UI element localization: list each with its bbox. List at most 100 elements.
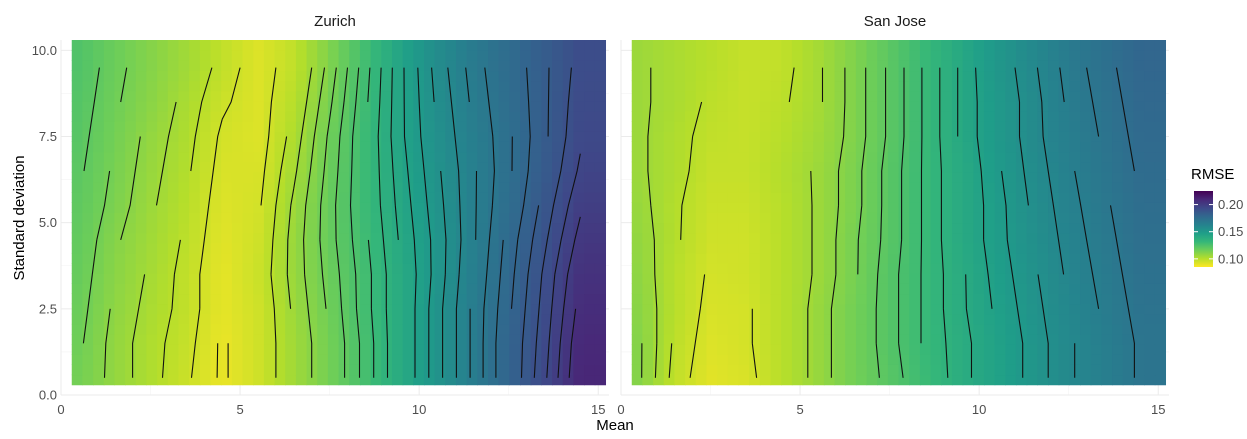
heatmap-tile [498,232,510,244]
heatmap-tile [509,80,521,92]
heatmap-tile [594,60,607,72]
heatmap-tile [135,100,148,112]
heatmap-tile [285,273,297,284]
heatmap-tile [653,131,665,142]
heatmap-tile [877,80,889,92]
heatmap-tile [349,212,361,224]
heatmap-tile [1090,242,1102,254]
heatmap-tile [381,283,393,295]
heatmap-tile [855,303,868,315]
heatmap-tile [381,90,393,102]
heatmap-tile [983,90,996,102]
heatmap-tile [359,60,372,72]
heatmap-tile [285,192,297,203]
heatmap-tile [381,171,393,183]
heatmap-tile [584,50,596,61]
heatmap-tile [994,273,1006,284]
heatmap-tile [663,121,676,132]
heatmap-tile [802,263,814,274]
heatmap-tile [909,80,921,92]
heatmap-tile [82,273,94,284]
heatmap-tile [930,263,942,274]
heatmap-tile [189,313,201,325]
heatmap-tile [477,161,489,173]
heatmap-tile [1026,100,1038,112]
heatmap-tile [674,212,686,224]
heatmap-tile [855,121,868,132]
heatmap-tile [759,50,772,61]
heatmap-tile [210,212,222,224]
heatmap-tile [125,161,137,173]
heatmap-tile [135,80,148,92]
heatmap-tile [994,293,1006,305]
contour-line [367,67,375,378]
heatmap-tile [951,313,964,325]
heatmap-tile [663,212,676,224]
heatmap-tile [114,212,126,224]
heatmap-tile [253,90,265,102]
heatmap-tile [93,40,105,51]
heatmap-tile [93,252,105,264]
heatmap-tile [359,151,372,163]
heatmap-tile [919,242,932,254]
heatmap-tile [930,232,942,244]
heatmap-tile [114,293,126,305]
heatmap-tile [1048,131,1060,142]
heatmap-tile [951,333,964,345]
heatmap-tile [781,212,793,224]
heatmap-tile [349,141,361,153]
heatmap-tile [1122,232,1134,244]
heatmap-tile [434,222,446,234]
heatmap-tile [306,323,318,335]
heatmap-tile [674,303,686,315]
heatmap-tile [423,303,436,315]
heatmap-tile [866,344,878,355]
heatmap-tile [631,161,644,173]
heatmap-tile [520,252,532,264]
heatmap-tile [663,131,676,142]
heatmap-tile [231,333,244,345]
heatmap-tile [189,50,201,61]
heatmap-tile [359,364,372,376]
heatmap-tile [1154,222,1167,234]
heatmap-tile [1058,50,1070,61]
heatmap-tile [231,232,244,244]
heatmap-tile [1026,50,1038,61]
heatmap-tile [125,232,137,244]
heatmap-tile [983,100,996,112]
heatmap-tile [199,263,212,274]
heatmap-tile [1026,40,1038,51]
facet-title: Zurich [314,13,356,30]
heatmap-tile [402,192,414,203]
heatmap-tile [877,232,889,244]
heatmap-tile [178,303,190,315]
heatmap-tile [306,333,318,345]
heatmap-tile [199,212,212,224]
heatmap-tile [1112,344,1124,355]
heatmap-tile [391,80,404,92]
heatmap-tile [199,110,212,122]
heatmap-tile [103,212,116,224]
heatmap-tile [962,90,974,102]
heatmap-tile [423,364,436,376]
heatmap-tile [221,354,233,365]
heatmap-tile [253,364,265,376]
heatmap-tile [562,273,574,284]
heatmap-tile [477,40,489,51]
heatmap-tile [434,354,446,365]
heatmap-tile [749,60,761,72]
heatmap-tile [157,323,169,335]
heatmap-tile [781,121,793,132]
heatmap-tile [674,161,686,173]
heatmap-tile [520,70,532,82]
heatmap-tile [434,344,446,355]
heatmap-tile [685,60,697,72]
heatmap-tile [466,323,478,335]
heatmap-tile [653,273,665,284]
heatmap-tile [231,141,244,153]
heatmap-tile [327,212,340,224]
heatmap-tile [157,242,169,254]
heatmap-tile [1122,202,1134,213]
heatmap-tile [823,141,836,153]
heatmap-tile [541,263,553,274]
